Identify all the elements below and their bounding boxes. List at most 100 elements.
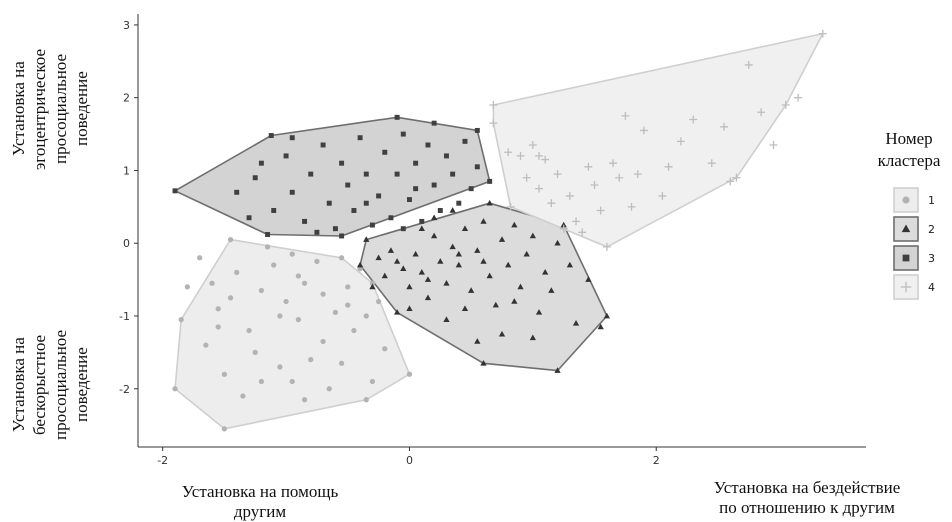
cluster-3-point bbox=[394, 171, 400, 177]
cluster-2-point bbox=[449, 243, 456, 250]
cluster-3-point bbox=[320, 142, 326, 148]
cluster-2-point bbox=[424, 294, 432, 301]
cluster-4-point bbox=[676, 137, 685, 146]
y-tick-label: -2 bbox=[119, 383, 130, 396]
cluster-1-point bbox=[215, 306, 221, 312]
cluster-1-point bbox=[197, 255, 203, 261]
legend-label-2: 2 bbox=[928, 223, 935, 236]
legend-circle-marker bbox=[902, 196, 910, 204]
legend-square-marker bbox=[902, 254, 910, 262]
cluster-2-point bbox=[461, 305, 469, 312]
cluster-3-point bbox=[468, 186, 474, 192]
cluster-2-point bbox=[505, 261, 512, 268]
cluster-2-point bbox=[566, 261, 573, 268]
cluster-3-point bbox=[382, 149, 388, 155]
cluster-2-point bbox=[424, 276, 432, 282]
cluster-2-point bbox=[369, 283, 376, 290]
cluster-1-point bbox=[295, 273, 302, 279]
cluster-1-point bbox=[209, 280, 215, 286]
cluster-4-point bbox=[627, 202, 636, 211]
cluster-4-point bbox=[769, 141, 778, 149]
x-axis-label-left: Установка на помощь другим bbox=[181, 482, 339, 521]
y-tick-label: 2 bbox=[123, 92, 130, 105]
cluster-3-point bbox=[326, 200, 332, 206]
cluster-1-point bbox=[320, 338, 326, 345]
cluster-2-point bbox=[461, 225, 469, 231]
cluster-1-point bbox=[246, 327, 252, 334]
cluster-1-point bbox=[258, 378, 265, 385]
cluster-3-point bbox=[234, 189, 240, 195]
cluster-3-point bbox=[394, 114, 400, 120]
cluster-4-point bbox=[584, 162, 593, 171]
cluster-4-point bbox=[732, 173, 741, 182]
cluster-2-point bbox=[542, 269, 549, 275]
cluster-1-point bbox=[363, 397, 369, 403]
cluster-3-point bbox=[246, 215, 252, 221]
cluster-3-point bbox=[314, 229, 320, 235]
legend-label-1: 1 bbox=[928, 194, 935, 207]
cluster-3-point bbox=[376, 193, 382, 199]
cluster-1-point bbox=[382, 346, 388, 352]
cluster-2-point bbox=[498, 236, 506, 242]
cluster-1-point bbox=[308, 357, 314, 363]
y-axis-label-top: Установка на эгоцентрическое просоциальн… bbox=[9, 48, 91, 170]
cluster-2-point bbox=[363, 236, 370, 242]
cluster-1-point bbox=[283, 298, 289, 305]
cluster-2-point bbox=[480, 258, 487, 264]
cluster-3-point bbox=[413, 186, 419, 192]
cluster-3-point bbox=[351, 208, 357, 213]
cluster-1-point bbox=[203, 342, 209, 348]
cluster-3-point bbox=[268, 133, 274, 139]
cluster-3-point bbox=[419, 218, 425, 224]
cluster-2-point bbox=[393, 309, 401, 315]
cluster-3-point bbox=[357, 135, 363, 141]
cluster-1-point bbox=[338, 360, 345, 366]
cluster-2-point bbox=[523, 250, 530, 257]
cluster-1-point bbox=[240, 393, 246, 399]
cluster-1-point bbox=[227, 236, 234, 243]
cluster-4-point bbox=[489, 119, 498, 128]
cluster-3-point bbox=[265, 232, 271, 237]
cluster-4-point bbox=[615, 173, 624, 182]
cluster-3-point bbox=[363, 171, 369, 177]
axes: -2 0 2 -2 -1 0 1 2 3 bbox=[119, 14, 866, 467]
cluster-2-point bbox=[418, 225, 425, 231]
cluster-3-point bbox=[289, 189, 295, 195]
cluster-2-point bbox=[443, 316, 450, 322]
cluster-3-point bbox=[345, 182, 351, 188]
cluster-3-point bbox=[431, 182, 437, 188]
x-axis-label-right: Установка на бездействие по отношению к … bbox=[713, 478, 901, 517]
cluster-3-point bbox=[400, 226, 406, 232]
cluster-2-point bbox=[480, 218, 487, 224]
cluster-2-point bbox=[406, 305, 413, 312]
x-tick-label: 2 bbox=[653, 454, 660, 467]
cluster-4-point bbox=[596, 206, 605, 215]
cluster-3-point bbox=[289, 135, 295, 141]
cluster-3-point bbox=[474, 127, 480, 133]
cluster-1-point bbox=[345, 284, 351, 290]
cluster-1-point bbox=[215, 324, 221, 330]
cluster-2-point bbox=[597, 323, 604, 330]
cluster-4-point bbox=[547, 199, 556, 208]
cluster-3-point bbox=[369, 222, 375, 228]
cluster-2-point bbox=[393, 258, 401, 264]
cluster-1-point bbox=[345, 302, 351, 308]
cluster-4-point bbox=[720, 122, 729, 131]
y-axis-label-bottom: Установка на бескорыстное просоциальное … bbox=[9, 329, 91, 441]
cluster-3-point bbox=[172, 188, 178, 194]
cluster-1-point bbox=[363, 313, 369, 319]
cluster-4-point bbox=[506, 202, 515, 211]
cluster-3-hull bbox=[174, 116, 491, 237]
cluster-2-point bbox=[560, 221, 567, 228]
cluster-4-point bbox=[726, 177, 735, 186]
cluster-4-point bbox=[541, 155, 550, 164]
cluster-3-point bbox=[339, 233, 345, 239]
cluster-1-point bbox=[184, 284, 190, 290]
cluster-2-point bbox=[418, 269, 425, 275]
cluster-3-point bbox=[400, 131, 406, 137]
cluster-2-point bbox=[449, 207, 456, 213]
cluster-2-point bbox=[455, 250, 462, 257]
cluster-2-point bbox=[443, 279, 450, 286]
cluster-1-point bbox=[375, 298, 382, 305]
cluster-1-point bbox=[320, 291, 326, 297]
